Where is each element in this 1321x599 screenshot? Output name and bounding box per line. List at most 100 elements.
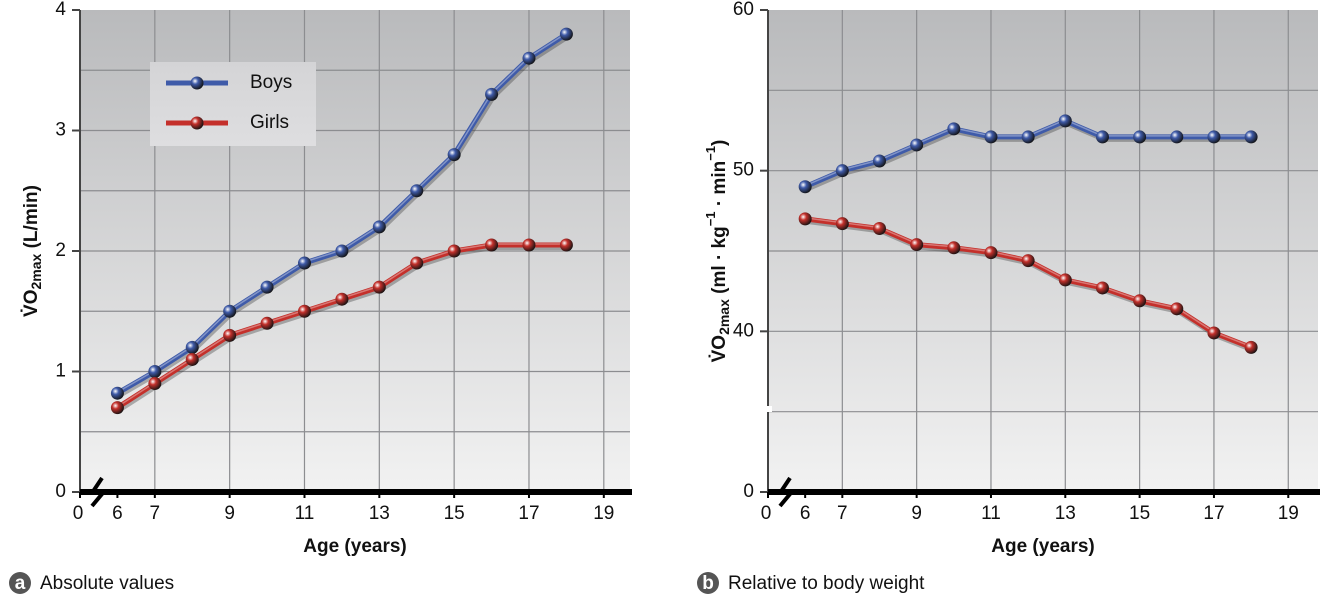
data-point <box>372 220 386 234</box>
data-point <box>1058 114 1072 128</box>
panel-badge <box>9 572 31 594</box>
y-tick-label: 40 <box>733 320 754 341</box>
x-tick-label: 7 <box>837 503 848 524</box>
panel-caption: Relative to body weight <box>728 573 925 594</box>
x-tick-label: 17 <box>1203 503 1224 524</box>
y-tick-label: 0 <box>743 481 754 502</box>
data-point <box>297 304 311 318</box>
data-point <box>447 244 461 258</box>
x-tick-label: 0 <box>73 503 84 524</box>
data-point <box>835 217 849 231</box>
y-tick-label: 2 <box>55 240 66 261</box>
y-axis-label-part: (ml · kg <box>709 226 730 299</box>
x-tick-label: 19 <box>1278 503 1299 524</box>
x-tick-label: 6 <box>112 503 123 524</box>
y-axis-break <box>764 406 772 412</box>
y-axis-label-part: −1 <box>703 146 718 161</box>
data-point <box>410 256 424 270</box>
x-tick-label: 13 <box>369 503 390 524</box>
y-axis-label-part: −1 <box>703 211 718 226</box>
x-tick-label: 7 <box>150 503 161 524</box>
data-point <box>947 122 961 136</box>
x-tick-label: 19 <box>593 503 614 524</box>
data-point <box>984 246 998 260</box>
data-point <box>297 256 311 270</box>
data-point <box>798 180 812 194</box>
data-point <box>984 130 998 144</box>
legend-label: Girls <box>250 112 289 133</box>
x-tick-label: 11 <box>295 503 315 524</box>
panel-letter: b <box>702 573 714 594</box>
data-point <box>1095 130 1109 144</box>
data-point <box>1095 281 1109 295</box>
data-point <box>110 386 124 400</box>
x-tick-label: 0 <box>761 503 772 524</box>
data-point <box>485 238 499 252</box>
data-point <box>1207 130 1221 144</box>
data-point <box>148 365 162 378</box>
data-point <box>835 164 849 178</box>
data-point <box>522 238 536 252</box>
x-axis-break <box>90 476 106 508</box>
y-axis-label-part: V̇O <box>20 289 42 316</box>
x-tick-label: 17 <box>518 503 539 524</box>
data-point <box>372 280 386 294</box>
data-point <box>447 148 461 162</box>
data-point <box>559 27 573 41</box>
y-tick-label: 3 <box>55 120 66 141</box>
x-axis-label: Age (years) <box>991 536 1095 557</box>
legend-label: Boys <box>250 72 292 93</box>
data-point <box>910 238 924 252</box>
y-axis-label-part: · min <box>709 161 730 212</box>
data-point <box>1021 130 1035 144</box>
y-axis-label-part: V̇O <box>708 335 730 362</box>
data-point <box>223 304 237 318</box>
y-axis-label-part: (L/min) <box>21 185 42 254</box>
x-tick-label: 6 <box>800 503 811 524</box>
data-point <box>1021 254 1035 268</box>
data-point <box>872 154 886 168</box>
data-point <box>1207 326 1221 340</box>
x-tick-label: 9 <box>911 503 922 524</box>
data-point <box>559 238 573 252</box>
y-tick-label: 50 <box>733 160 754 181</box>
data-point <box>1244 130 1258 144</box>
y-axis-label-part: ) <box>709 140 730 146</box>
data-point <box>485 87 499 101</box>
y-tick-label: 1 <box>55 361 66 382</box>
legend-swatch-marker <box>190 76 204 90</box>
y-axis-label-part: 2max <box>28 253 44 289</box>
data-point <box>335 244 349 258</box>
legend-box <box>150 62 316 146</box>
legend-swatch-marker <box>190 116 204 130</box>
panel-letter: a <box>15 573 26 594</box>
data-point <box>1133 294 1147 308</box>
panel-badge <box>697 572 719 594</box>
data-point <box>798 212 812 226</box>
x-axis-label: Age (years) <box>303 536 407 557</box>
data-point <box>260 316 274 330</box>
x-tick-label: 15 <box>1129 503 1150 524</box>
x-tick-label: 11 <box>981 503 1001 524</box>
x-axis-break <box>778 476 794 508</box>
x-tick-label: 13 <box>1055 503 1076 524</box>
data-point <box>910 138 924 152</box>
data-point <box>947 241 961 255</box>
y-axis-label-part: 2max <box>716 299 732 335</box>
y-axis-label: V̇O2max (ml · kg−1 · min−1) <box>703 140 731 363</box>
y-axis-label: V̇O2max (L/min) <box>20 185 43 317</box>
data-point <box>185 340 199 354</box>
y-tick-label: 4 <box>55 0 66 20</box>
data-point <box>110 401 124 415</box>
data-point <box>185 352 199 366</box>
data-point <box>260 280 274 294</box>
data-point <box>1058 273 1072 287</box>
data-point <box>872 222 886 236</box>
x-tick-label: 15 <box>444 503 465 524</box>
data-point <box>1133 130 1147 144</box>
data-point <box>1170 130 1184 144</box>
y-tick-label: 0 <box>55 481 66 502</box>
data-point <box>410 184 424 198</box>
panel-caption: Absolute values <box>40 573 174 594</box>
